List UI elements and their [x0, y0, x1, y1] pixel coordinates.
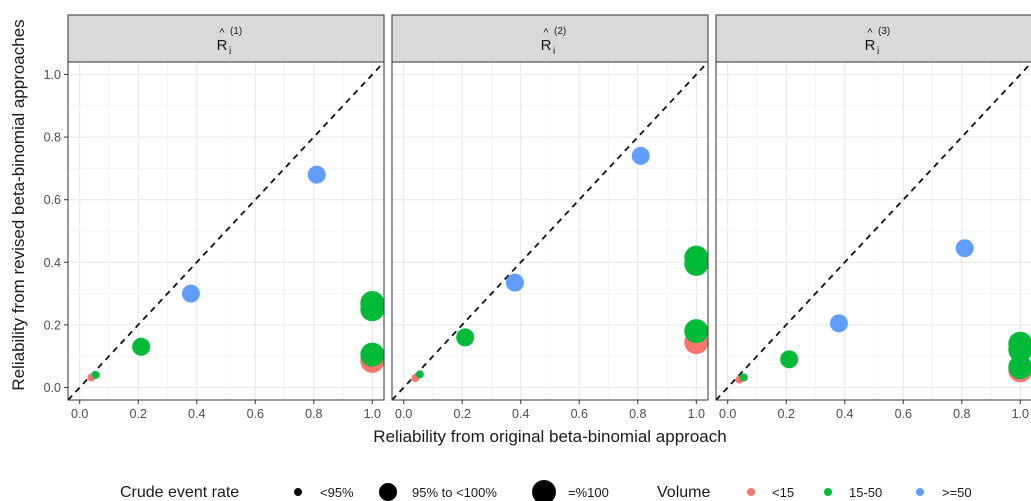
- data-point: [1008, 331, 1031, 356]
- color-legend-key: [916, 488, 924, 496]
- size-legend-label: =%100: [568, 485, 609, 500]
- data-point: [132, 337, 151, 356]
- color-legend-label: 15-50: [849, 485, 882, 500]
- panel-3: R^ (3) i 0.0 0.2 0.4 0.6 0.8 1.0: [715, 14, 1031, 421]
- gridlines: [716, 62, 1031, 400]
- y-tick-label: 0.8: [44, 131, 61, 145]
- data-point: [829, 314, 848, 333]
- data-point: [360, 290, 385, 315]
- x-tick-label: 0.6: [571, 407, 588, 421]
- points: [87, 165, 385, 382]
- data-point: [505, 273, 524, 292]
- x-tick-label: 0.2: [454, 407, 471, 421]
- strip-label: R: [541, 37, 552, 54]
- points: [411, 146, 709, 383]
- x-tick-label: 0.2: [778, 407, 795, 421]
- y-tick-label: 0.2: [44, 318, 61, 332]
- x-tick-label: 1.0: [364, 407, 381, 421]
- x-tick-label: 0.0: [719, 407, 736, 421]
- strip-label: R: [865, 37, 876, 54]
- x-tick-label: 0.6: [895, 407, 912, 421]
- color-legend-key: [824, 488, 832, 496]
- strip-label-superscript: (1): [230, 26, 242, 37]
- x-tick-label: 0.8: [953, 407, 970, 421]
- strip-background: [67, 14, 385, 63]
- y-tick-label: 0.0: [44, 381, 61, 395]
- x-tick-label: 0.8: [629, 407, 646, 421]
- x-tick-label: 0.2: [130, 407, 147, 421]
- color-legend-label: >=50: [942, 485, 972, 500]
- strip-label-subscript: i: [877, 46, 879, 57]
- reference-line: [67, 61, 385, 401]
- color-legend-label: <15: [772, 485, 794, 500]
- size-legend-label: <95%: [320, 485, 354, 500]
- data-point: [181, 284, 200, 303]
- strip-background: [391, 14, 709, 63]
- size-legend-key: [532, 480, 556, 501]
- color-legend-key: [747, 488, 755, 496]
- data-point: [739, 373, 748, 382]
- data-point: [456, 328, 475, 347]
- strip-label-hat: ^: [543, 27, 549, 39]
- x-tick-label: 0.4: [188, 407, 205, 421]
- y-axis-label: Reliability from revised beta-binomial a…: [9, 19, 28, 390]
- reference-line: [715, 61, 1031, 401]
- x-tick-label: 0.0: [395, 407, 412, 421]
- x-tick-label: 0.4: [836, 407, 853, 421]
- strip-label-superscript: (2): [554, 26, 566, 37]
- size-legend-key: [294, 488, 302, 496]
- data-point: [415, 370, 424, 379]
- panel-border: [67, 61, 385, 401]
- gridlines: [68, 62, 384, 400]
- strip-label-superscript: (3): [878, 26, 890, 37]
- data-point: [360, 342, 385, 367]
- panel-border: [715, 61, 1031, 401]
- data-point: [1008, 355, 1031, 380]
- strip-label: R: [217, 37, 228, 54]
- data-point: [307, 165, 326, 184]
- x-tick-label: 0.8: [305, 407, 322, 421]
- y-tick-label: 0.4: [44, 256, 61, 270]
- panel-border: [391, 61, 709, 401]
- x-tick-label: 1.0: [1012, 407, 1029, 421]
- strip-background: [715, 14, 1031, 63]
- data-point: [684, 245, 709, 270]
- reference-line: [391, 61, 709, 401]
- data-point: [91, 370, 100, 379]
- size-legend-key: [379, 483, 397, 501]
- y-tick-label: 0.6: [44, 193, 61, 207]
- panel-2: R^ (2) i 0.0 0.2 0.4 0.6 0.8 1.0: [391, 14, 709, 421]
- color-legend-title: Volume: [657, 484, 710, 501]
- strip-label-subscript: i: [229, 46, 231, 57]
- chart-panels: R^ (1)i0.0 0.2 0.4 0.6 0.8 1.00.00.20.40.60.81…: [44, 14, 1031, 421]
- x-tick-label: 0.6: [247, 407, 264, 421]
- strip-label-subscript: i: [553, 46, 555, 57]
- panel-1: R^ (1) i 0.0 0.2 0.4 0.6 0.8 1.0 0.0 0.2 0.4 0.6 0.8 1…: [44, 14, 385, 421]
- x-tick-label: 0.4: [512, 407, 529, 421]
- data-point: [780, 350, 799, 369]
- strip-label-hat: ^: [219, 27, 225, 39]
- x-tick-label: 0.0: [71, 407, 88, 421]
- x-tick-label: 1.0: [688, 407, 705, 421]
- gridlines: [392, 62, 708, 400]
- data-point: [631, 146, 650, 165]
- strip-label-hat: ^: [867, 27, 873, 39]
- legend: Crude event rate <95% 95% to <100% =%100 Vol…: [120, 480, 972, 501]
- points: [735, 239, 1031, 384]
- y-tick-label: 1.0: [44, 68, 61, 82]
- data-point: [684, 319, 709, 344]
- size-legend-label: 95% to <100%: [412, 485, 497, 500]
- x-axis-label: Reliability from original beta-binomial …: [373, 427, 726, 446]
- data-point: [955, 239, 974, 258]
- size-legend-title: Crude event rate: [120, 484, 239, 501]
